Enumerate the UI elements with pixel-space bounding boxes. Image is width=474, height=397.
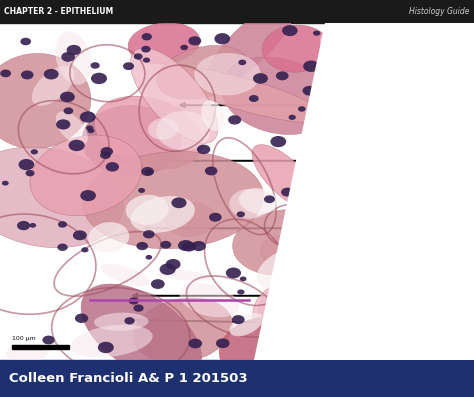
Ellipse shape (101, 264, 150, 286)
Circle shape (124, 317, 135, 324)
Ellipse shape (229, 189, 271, 219)
Circle shape (309, 156, 318, 162)
Ellipse shape (320, 24, 353, 50)
Circle shape (316, 154, 328, 164)
Polygon shape (254, 23, 474, 360)
Circle shape (81, 247, 89, 252)
Ellipse shape (156, 111, 210, 150)
Circle shape (73, 230, 87, 240)
Text: Simple Cuboidal
Epithelium (slide MH 016)
20x magnification: Simple Cuboidal Epithelium (slide MH 016… (324, 48, 468, 86)
Ellipse shape (201, 100, 224, 131)
Circle shape (197, 145, 210, 154)
Circle shape (312, 299, 321, 305)
Ellipse shape (128, 23, 200, 64)
Circle shape (44, 69, 59, 79)
Circle shape (165, 259, 181, 270)
Ellipse shape (88, 222, 129, 252)
Ellipse shape (94, 313, 148, 331)
Circle shape (319, 131, 328, 137)
Circle shape (276, 71, 289, 80)
Circle shape (106, 162, 119, 172)
Circle shape (188, 36, 201, 46)
Circle shape (226, 268, 241, 278)
Circle shape (26, 170, 35, 176)
Ellipse shape (6, 343, 48, 363)
Ellipse shape (156, 45, 248, 99)
Text: 100 μm: 100 μm (12, 336, 36, 341)
Circle shape (134, 53, 143, 60)
Circle shape (191, 241, 206, 251)
Circle shape (56, 119, 71, 129)
Circle shape (160, 264, 176, 275)
Circle shape (18, 159, 34, 170)
Circle shape (216, 338, 229, 348)
Circle shape (330, 183, 341, 190)
Ellipse shape (55, 31, 91, 85)
Circle shape (123, 62, 134, 70)
Circle shape (141, 167, 154, 176)
Circle shape (29, 223, 36, 228)
Text: Cuboidal epithelial
cells: Cuboidal epithelial cells (325, 144, 467, 177)
Circle shape (180, 45, 188, 50)
Circle shape (205, 166, 218, 175)
Circle shape (133, 304, 144, 312)
Ellipse shape (233, 210, 336, 276)
Circle shape (178, 240, 193, 251)
Ellipse shape (166, 202, 215, 237)
Circle shape (160, 241, 171, 249)
Ellipse shape (229, 313, 263, 336)
Circle shape (80, 190, 96, 201)
Ellipse shape (126, 195, 169, 225)
Circle shape (273, 301, 280, 306)
Circle shape (60, 92, 75, 102)
Ellipse shape (239, 188, 278, 214)
Circle shape (17, 221, 30, 230)
Ellipse shape (257, 247, 319, 289)
Circle shape (86, 125, 93, 131)
Circle shape (143, 58, 150, 63)
Text: basal surface: basal surface (325, 289, 418, 303)
Circle shape (228, 115, 241, 125)
Circle shape (264, 195, 275, 203)
Circle shape (80, 112, 96, 123)
Circle shape (145, 170, 153, 175)
Circle shape (249, 95, 259, 102)
Circle shape (209, 213, 222, 222)
Ellipse shape (221, 57, 334, 135)
Circle shape (318, 319, 334, 331)
Circle shape (302, 86, 316, 96)
Circle shape (319, 111, 333, 121)
Circle shape (189, 339, 202, 348)
Ellipse shape (56, 112, 88, 145)
Circle shape (237, 289, 245, 295)
Circle shape (240, 276, 246, 281)
Ellipse shape (71, 325, 153, 357)
Ellipse shape (180, 283, 239, 317)
Circle shape (281, 188, 293, 197)
Ellipse shape (0, 54, 91, 149)
Circle shape (20, 38, 31, 45)
Circle shape (282, 25, 298, 36)
Circle shape (303, 60, 319, 72)
Ellipse shape (94, 96, 203, 169)
Ellipse shape (81, 284, 201, 381)
Circle shape (31, 149, 38, 154)
Circle shape (232, 315, 245, 324)
Circle shape (91, 62, 100, 69)
Ellipse shape (159, 66, 327, 123)
Ellipse shape (148, 118, 178, 140)
Circle shape (42, 335, 55, 345)
Circle shape (142, 33, 152, 40)
Circle shape (100, 147, 113, 156)
Ellipse shape (130, 48, 218, 143)
Ellipse shape (262, 25, 330, 72)
Ellipse shape (260, 235, 402, 302)
Circle shape (100, 151, 111, 159)
Text: CHAPTER 2 - EPITHELIUM: CHAPTER 2 - EPITHELIUM (4, 7, 113, 16)
Ellipse shape (194, 53, 261, 95)
Circle shape (143, 230, 155, 239)
Circle shape (67, 45, 81, 55)
Circle shape (335, 193, 349, 203)
Circle shape (313, 31, 320, 36)
Text: basement
membrane: basement membrane (325, 307, 409, 340)
